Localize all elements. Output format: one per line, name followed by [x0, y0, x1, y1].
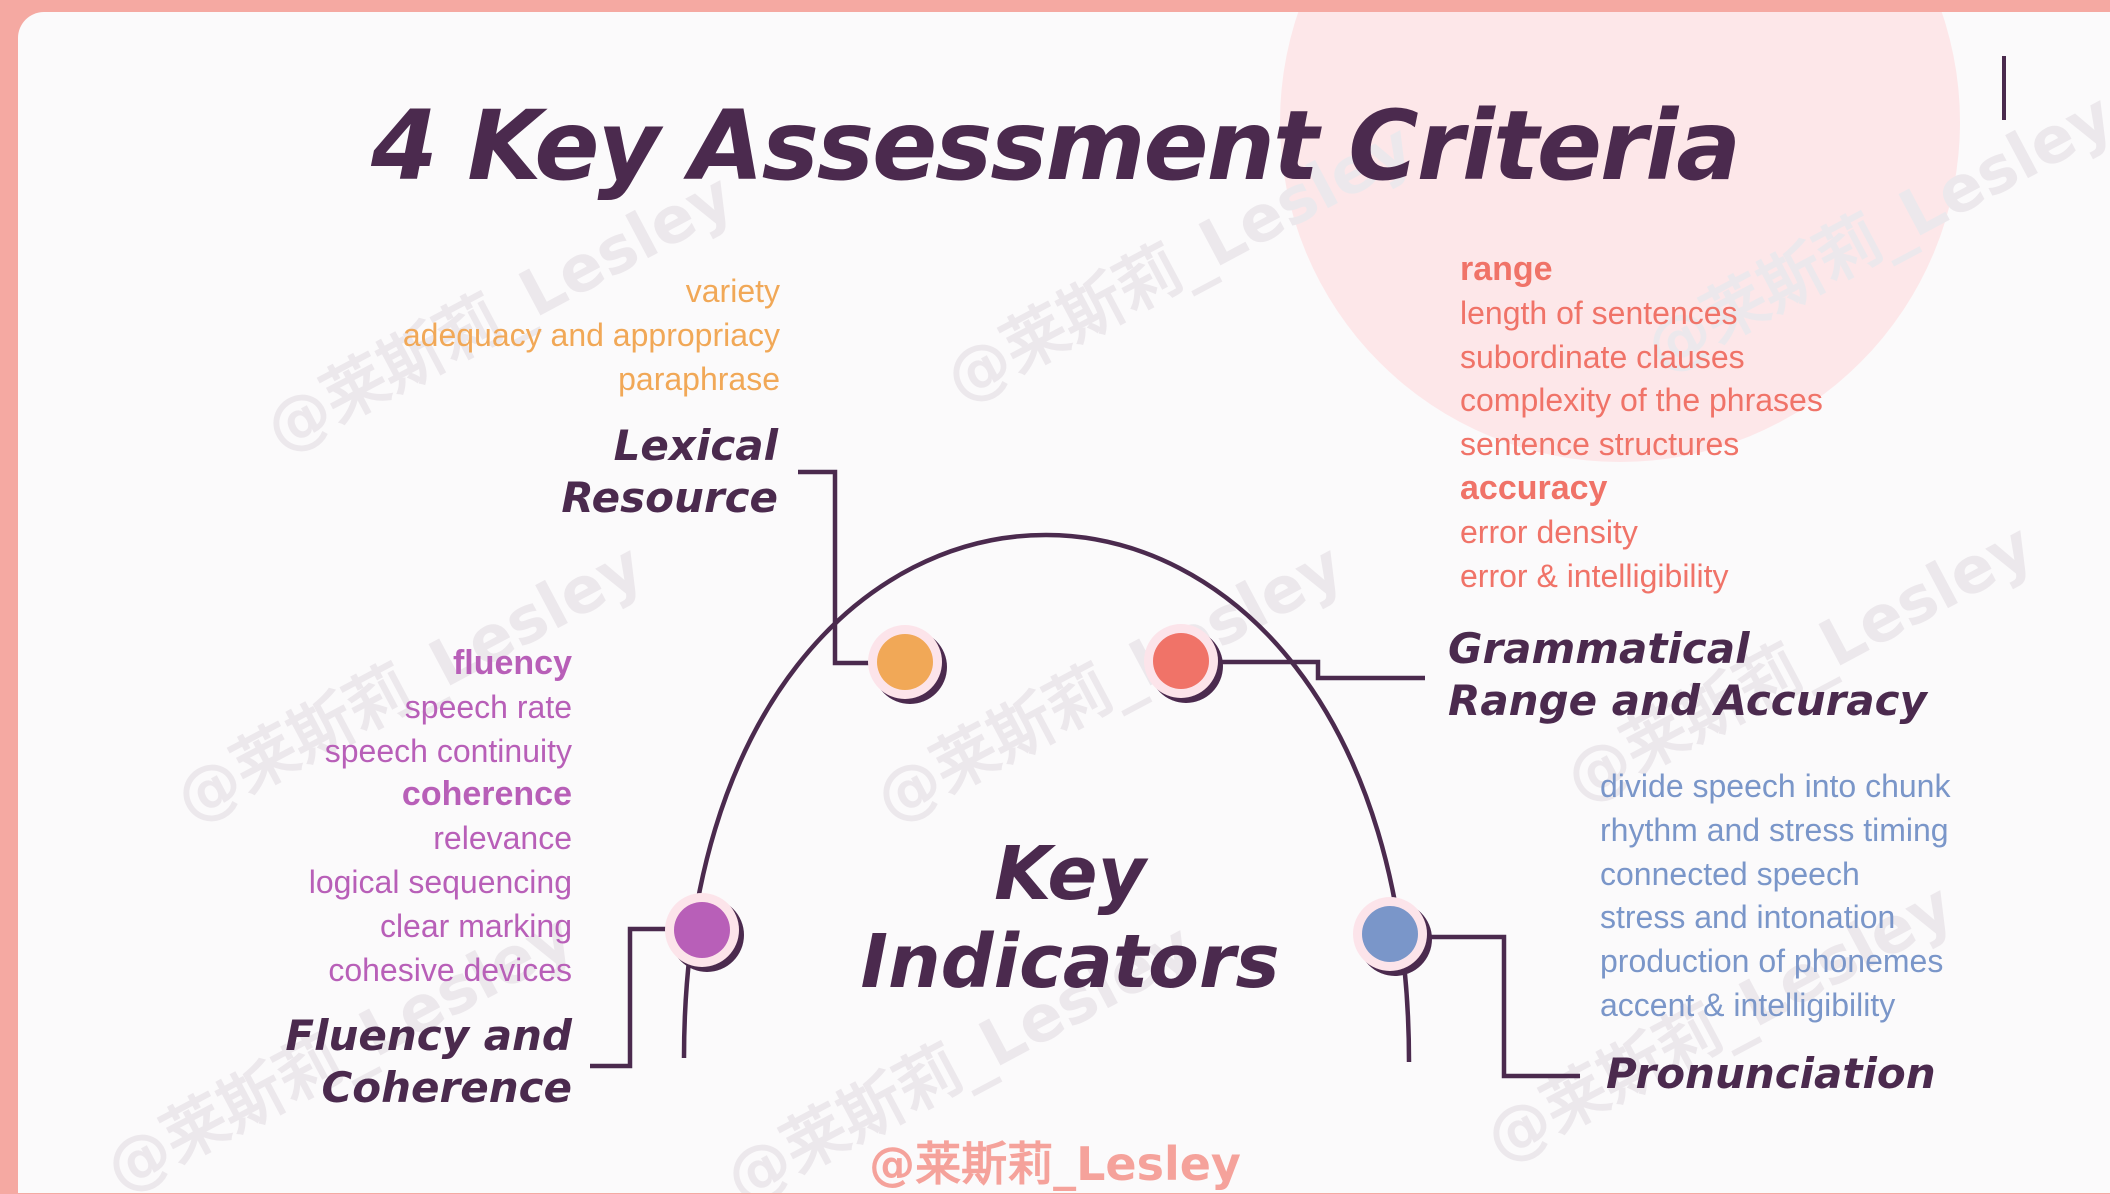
list-item: variety	[685, 273, 780, 309]
list-item: paraphrase	[618, 360, 780, 397]
pronunciation-node	[1362, 906, 1418, 962]
list-item: speech continuity	[324, 732, 572, 769]
list-item: stress and intonation	[1600, 899, 1896, 936]
pronunciation-connector	[1422, 934, 1580, 1079]
list-item: cohesive devices	[328, 951, 572, 988]
list-item: error & intelligibility	[1460, 557, 1729, 594]
lexical-items: variety adequacy and appropriacy paraphras…	[330, 270, 780, 401]
list-item: speech rate	[404, 688, 572, 725]
list-item: accent & intelligibility	[1600, 986, 1896, 1023]
lexical-connector	[798, 469, 880, 666]
page-title: 4 Key Assessment Criteria	[371, 90, 1741, 202]
grammar-items: range length of sentences subordinate clau…	[1460, 248, 1823, 598]
criteria-nodes	[665, 624, 1432, 976]
list-item: divide speech into chunk	[1600, 768, 1951, 804]
list-heading: accuracy	[1460, 468, 1608, 507]
list-item: logical sequencing	[308, 863, 572, 900]
list-item: complexity of the phrases	[1460, 382, 1823, 419]
list-item: production of phonemes	[1600, 943, 1944, 980]
pronunciation-label: Pronunciation	[1606, 1049, 1936, 1098]
list-item: length of sentences	[1460, 294, 1738, 331]
grammar-connector	[1220, 659, 1425, 681]
list-heading: range	[1460, 250, 1553, 288]
list-item: adequacy and appropriacy	[402, 316, 780, 353]
key-indicators-arc	[681, 532, 1412, 1063]
list-item: sentence structures	[1460, 426, 1740, 463]
list-item: relevance	[433, 820, 572, 857]
footer-watermark: @莱斯莉_Lesley	[869, 1137, 1241, 1191]
list-item: subordinate clauses	[1460, 338, 1745, 375]
connector-lines	[590, 469, 1580, 1079]
fluency-node	[674, 902, 730, 958]
list-item: rhythm and stress timing	[1600, 811, 1949, 848]
lexical-resource-label: Lexical Resource	[561, 421, 778, 522]
list-heading: fluency	[452, 644, 572, 682]
slide-card: @莱斯莉_Lesley @莱斯莉_Lesley @莱斯莉_Lesley @莱斯莉…	[18, 12, 2110, 1193]
list-item: clear marking	[379, 907, 572, 944]
fluency-items: fluency speech rate speech continuity coher…	[230, 642, 572, 992]
list-heading: coherence	[401, 775, 572, 814]
pronunciation-items: divide speech into chunk rhythm and stres…	[1600, 765, 1950, 1028]
fluency-coherence-label: Fluency and Coherence	[285, 1011, 572, 1112]
lexical-node	[877, 634, 933, 690]
list-item: connected speech	[1600, 855, 1860, 892]
list-item: error density	[1460, 513, 1638, 550]
grammar-node	[1153, 633, 1209, 689]
text-cursor	[2002, 56, 2006, 120]
key-indicators-label: Key Indicators	[860, 831, 1280, 1005]
fluency-connector	[590, 926, 670, 1069]
grammatical-range-label: Grammatical Range and Accuracy	[1448, 624, 1927, 725]
